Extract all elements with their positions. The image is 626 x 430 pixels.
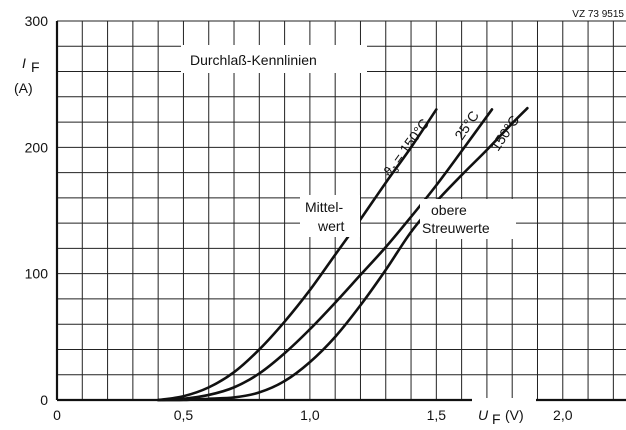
- y-tick-labels: 0 100 200 300: [25, 13, 49, 408]
- obere-label-background: [420, 199, 516, 239]
- y-axis-subscript: F: [31, 59, 40, 75]
- series-line-obere_25: [156, 108, 494, 402]
- x-tick-labels: 0 0,5 1,0 1,5 2,0: [53, 407, 573, 423]
- curves: [156, 106, 529, 402]
- x-tick-label: 1,5: [427, 407, 447, 423]
- mittelwert-label-line2: wert: [317, 218, 345, 234]
- chart-title: Durchlaß-Kennlinien: [190, 52, 317, 68]
- y-axis-unit: (A): [14, 80, 33, 96]
- x-tick-label: 2,0: [553, 407, 573, 423]
- label-mittelwert-150c: ϑJ = 150°C: [379, 116, 434, 182]
- obere-label-line2: Streuwerte: [422, 220, 490, 236]
- y-tick-label: 200: [25, 139, 49, 155]
- x-tick-label: 1,0: [300, 407, 320, 423]
- x-tick-label: 0: [53, 407, 61, 423]
- obere-label-line1: obere: [431, 202, 467, 218]
- title-background: [181, 45, 367, 73]
- x-axis-unit: (V): [505, 407, 524, 423]
- y-tick-label: 300: [25, 13, 49, 29]
- ylabel-background: [10, 44, 50, 100]
- figure-reference: VZ 73 9515: [572, 9, 624, 20]
- x-axis-symbol: U: [478, 407, 489, 423]
- y-tick-label: 100: [25, 266, 49, 282]
- series-line-mittelwert: [156, 108, 438, 402]
- x-tick-label: 0,5: [174, 407, 194, 423]
- series-line-obere_150: [156, 106, 529, 402]
- y-tick-label: 0: [40, 392, 48, 408]
- x-axis-subscript: F: [492, 411, 501, 427]
- y-axis-symbol: I: [22, 55, 26, 71]
- mittelwert-label-background: [300, 195, 360, 237]
- mittelwert-label-line1: Mittel-: [305, 199, 343, 215]
- xlabel-background: [472, 398, 536, 428]
- label-obere-25c: 25°C: [451, 108, 482, 143]
